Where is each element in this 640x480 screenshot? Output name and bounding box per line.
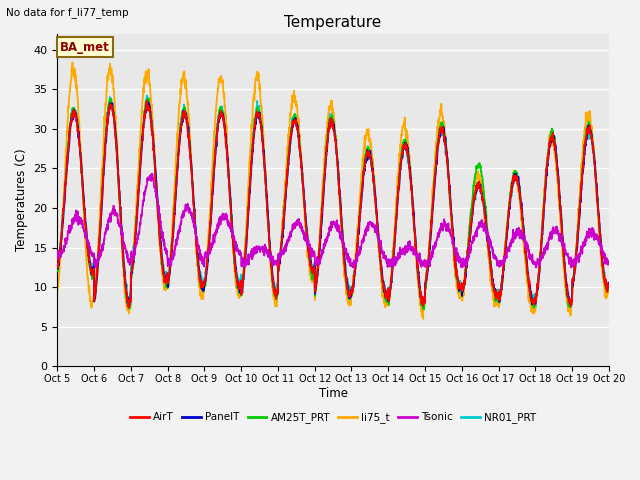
Text: No data for f_li77_temp: No data for f_li77_temp (6, 7, 129, 18)
X-axis label: Time: Time (319, 387, 348, 400)
Legend: AirT, PanelT, AM25T_PRT, li75_t, Tsonic, NR01_PRT: AirT, PanelT, AM25T_PRT, li75_t, Tsonic,… (125, 408, 541, 427)
Y-axis label: Temperatures (C): Temperatures (C) (15, 149, 28, 252)
Title: Temperature: Temperature (285, 15, 381, 30)
Text: BA_met: BA_met (60, 41, 110, 54)
